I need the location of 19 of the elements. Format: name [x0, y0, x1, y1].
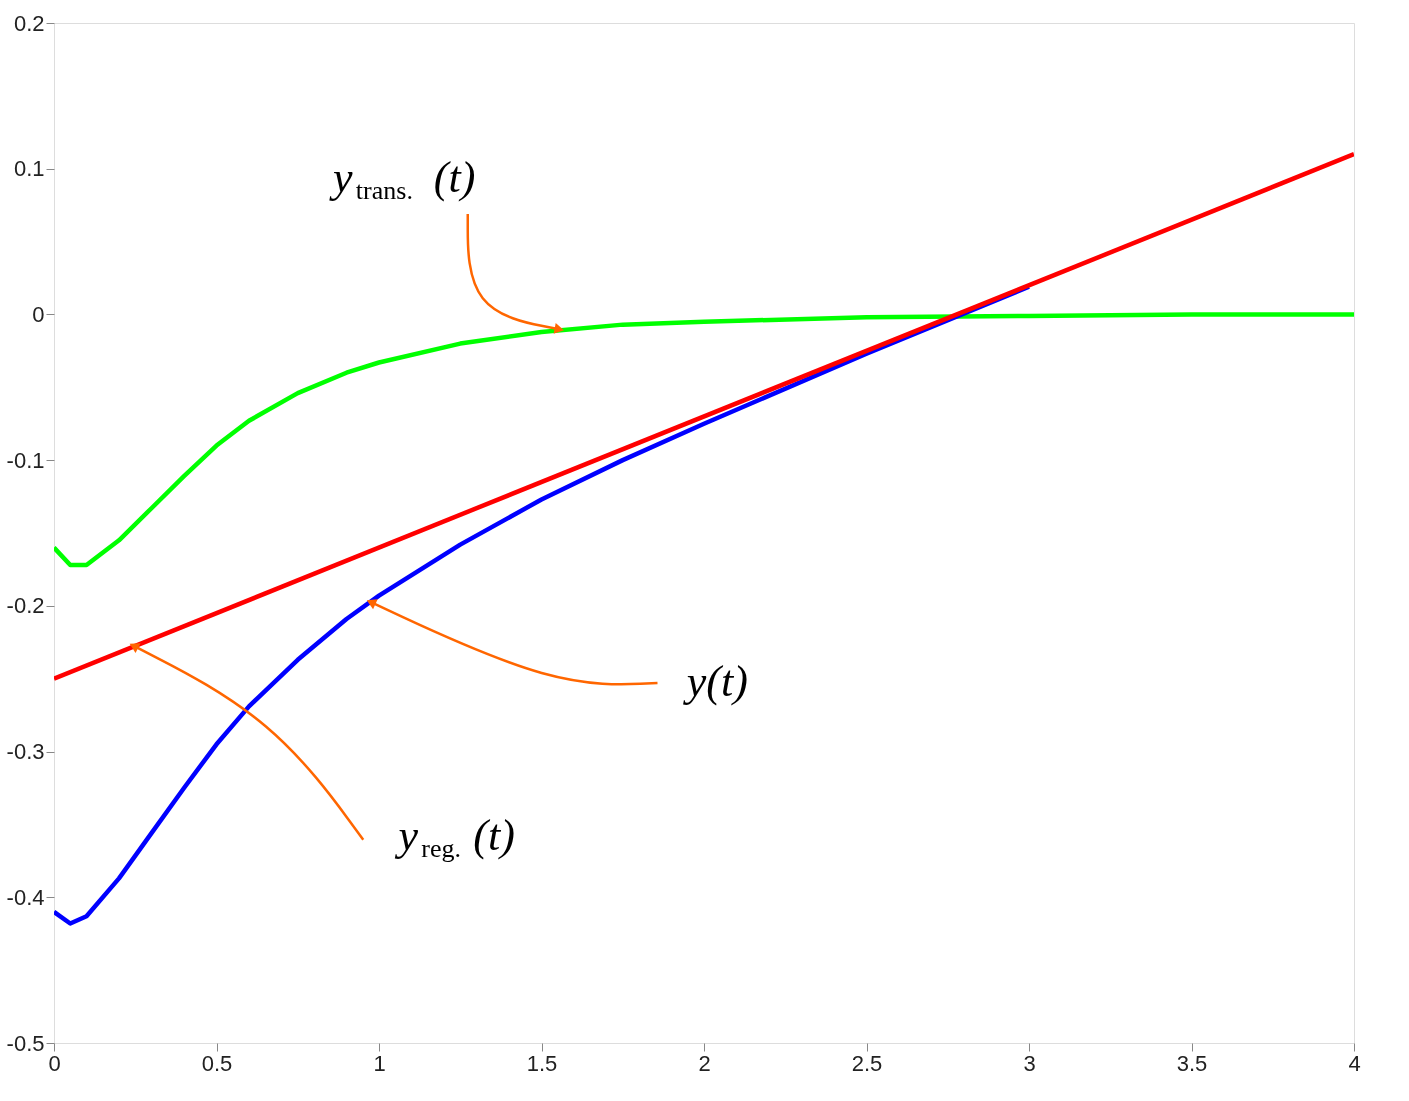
- x-tick-label: 2.5: [851, 1050, 883, 1076]
- x-tick-label: 3.5: [1176, 1050, 1208, 1076]
- y-tick-label: -0.2: [6, 593, 45, 619]
- line-series: [54, 312, 1354, 568]
- x-tick-label: 3: [1023, 1050, 1036, 1076]
- y-tick-label: 0.2: [13, 10, 45, 36]
- x-tick-label: 4: [1348, 1050, 1361, 1076]
- x-tick-label: 1.5: [526, 1050, 558, 1076]
- y-tick-label: 0.1: [13, 156, 45, 182]
- y-tick-label: -0.3: [6, 739, 45, 765]
- y-tick-label: -0.4: [6, 884, 45, 910]
- y-tick-label: -0.1: [6, 447, 45, 473]
- x-tick-label: 2: [698, 1050, 711, 1076]
- x-tick-label: 0.5: [201, 1050, 233, 1076]
- y-tick-label: 0: [32, 301, 45, 327]
- annotation: y(t): [682, 656, 748, 706]
- y-tick-label: -0.5: [6, 1030, 45, 1056]
- x-tick-label: 0: [48, 1050, 61, 1076]
- x-tick-label: 1: [373, 1050, 386, 1076]
